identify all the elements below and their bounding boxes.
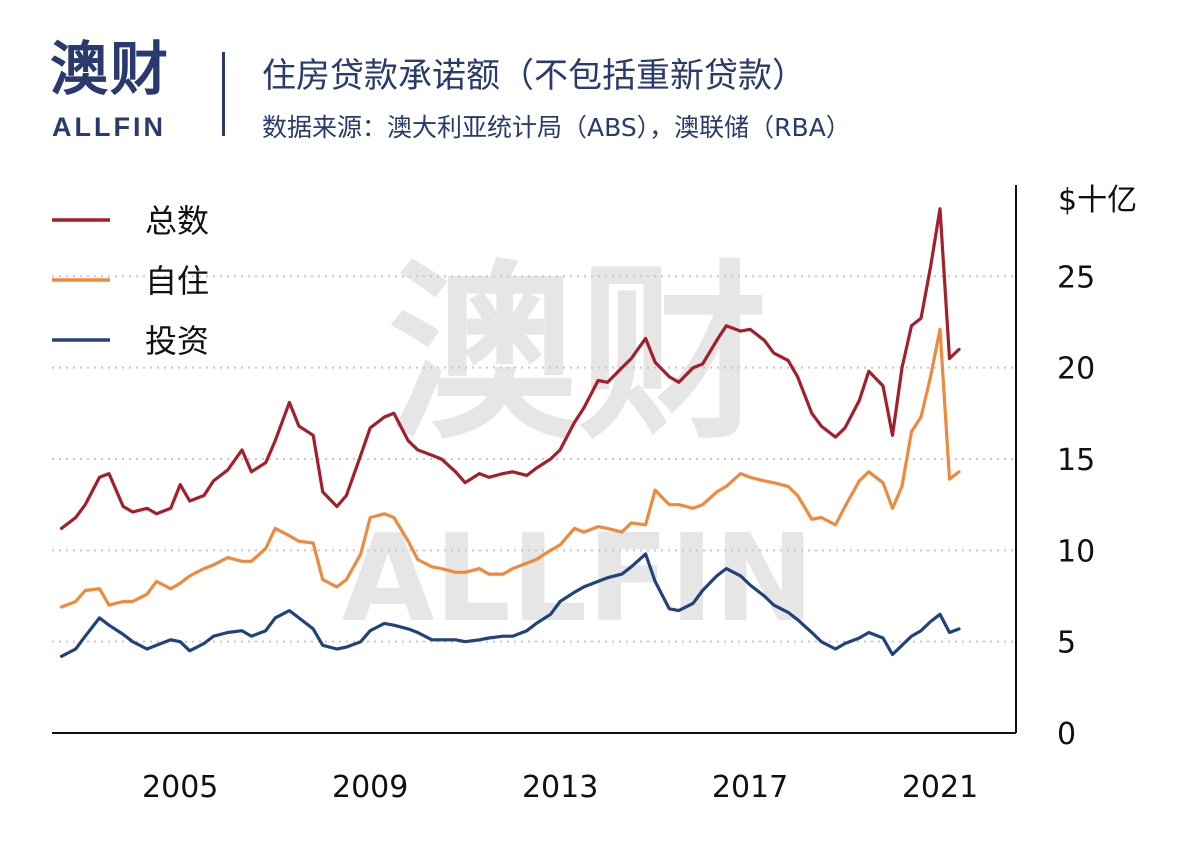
brand-logo: 澳财 — [50, 35, 171, 103]
x-tick-labels: 2005 2009 2013 2017 2021 — [142, 770, 978, 805]
x-tick-label-2017: 2017 — [712, 770, 788, 805]
y-tick-label-15: 15 — [1057, 443, 1095, 478]
header-divider — [222, 52, 225, 136]
series-line-2 — [59, 327, 961, 609]
y-tick-labels: 0 5 10 15 20 25 — [1057, 260, 1095, 752]
y-axis-unit: $十亿 — [1058, 183, 1137, 218]
y-tick-label-10: 10 — [1057, 534, 1095, 569]
x-tick-label-2021: 2021 — [902, 770, 978, 805]
watermark-en: ALLFIN — [342, 510, 815, 649]
axes — [52, 185, 1017, 734]
y-tick-label-20: 20 — [1057, 352, 1095, 387]
watermark: 澳财 ALLFIN — [342, 244, 815, 649]
series-line-3 — [59, 552, 961, 658]
legend-label-3: 投资 — [145, 322, 209, 360]
legend-label-2: 自住 — [145, 262, 209, 300]
chart-subtitle: 数据来源：澳大利亚统计局（ABS），澳联储（RBA） — [262, 113, 851, 142]
watermark-cn: 澳财 — [388, 244, 768, 465]
x-tick-label-2005: 2005 — [142, 770, 218, 805]
brand-logo-text: ALLFIN — [52, 112, 166, 142]
legend-label-1: 总数 — [145, 202, 209, 240]
y-tick-label-5: 5 — [1057, 626, 1076, 661]
series-lines — [59, 207, 961, 658]
series-line-1 — [59, 207, 961, 530]
y-tick-label-25: 25 — [1057, 260, 1095, 295]
x-tick-label-2013: 2013 — [522, 770, 598, 805]
x-tick-label-2009: 2009 — [332, 770, 408, 805]
chart-title: 住房贷款承诺额（不包括重新贷款） — [262, 56, 806, 96]
chart-header: 澳财 ALLFIN 住房贷款承诺额（不包括重新贷款） 数据来源：澳大利亚统计局（… — [0, 0, 1200, 170]
y-tick-label-0: 0 — [1057, 717, 1076, 752]
